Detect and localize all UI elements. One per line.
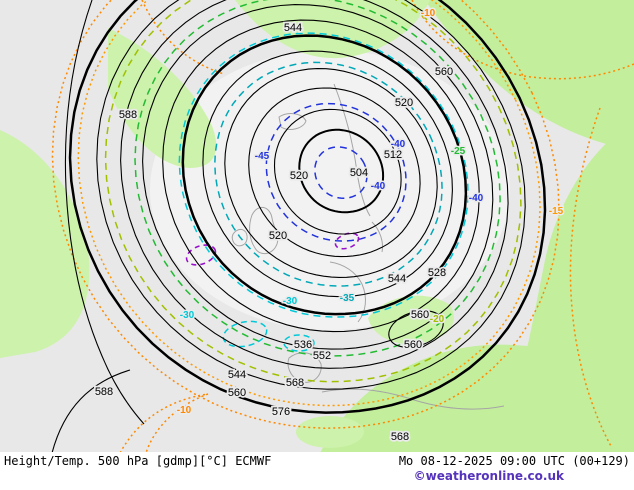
caption-row: Height/Temp. 500 hPa [gdmp][°C] ECMWF Mo… [0,452,634,468]
height-contour-576 [96,0,526,390]
credit-row: ©weatheronline.co.uk [0,468,634,483]
land-top-left [108,28,217,168]
land-top-center [235,0,430,59]
height-value-label: 520 [395,97,413,109]
height-contour-528 [224,68,438,278]
height-value-label: 568 [391,431,409,443]
height-value-label: 568 [286,377,304,389]
height-contour-560 [142,4,494,350]
temp-contour--30 [178,32,469,318]
contour-560-closed [388,310,444,348]
geopotential-contour-extras [51,0,444,453]
height-value-label: 560 [411,309,429,321]
temp-contour--25 [134,0,501,357]
height-value-label: 536 [294,339,312,351]
height-contour-584 [68,0,547,414]
cold-pocket-contour [185,244,217,266]
coast-norway [333,83,371,217]
coast-mediterranean [321,388,505,410]
height-value-label: 560 [228,387,246,399]
orange-temp-arc [411,0,634,80]
height-value-label: 588 [95,386,113,398]
contour-labels: 5445605205885125045205205285445605605365… [93,7,565,445]
land-areas [0,0,634,453]
coast-baltic [371,221,383,253]
temperature-value-label: -10 [177,405,192,416]
geopotential-contours [68,0,547,414]
height-contour-544 [181,34,468,316]
height-value-label: 528 [428,267,446,279]
coast-iceland [278,113,307,130]
temperature-value-label: -30 [180,310,195,321]
temperature-value-label: -20 [430,314,445,325]
height-contour-520 [248,87,421,258]
height-value-label: 520 [269,230,287,242]
orange-temp-arc [119,393,209,453]
product-label: Height/Temp. 500 hPa [gdmp][°C] ECMWF [4,454,272,468]
temperature-value-label: -40 [371,181,386,192]
sea-highlight [150,50,510,330]
temperature-value-label: -40 [469,193,484,204]
height-contour-512 [273,108,402,235]
caption-bar: Height/Temp. 500 hPa [gdmp][°C] ECMWF Mo… [0,452,634,490]
temperature-value-label: -10 [421,8,436,19]
coast-britain [249,207,279,255]
land-top-right [425,0,634,150]
height-value-label: 552 [313,350,331,362]
height-value-label: 544 [284,22,302,34]
height-value-label: 520 [290,170,308,182]
height-value-label: 576 [272,406,290,418]
orange-temp-arc [141,0,225,75]
height-value-label: 588 [119,109,137,121]
temperature-value-label: -45 [255,151,270,162]
temperature-value-label: -40 [391,139,406,150]
temperature-contours [51,0,560,429]
height-contour-504 [298,128,385,214]
height-value-label: 512 [384,149,402,161]
height-value-label: 560 [435,66,453,78]
contour-588-arc [51,369,131,453]
temperature-value-label: -15 [549,206,564,217]
coast-iberia [287,352,322,383]
temp-contour--45 [314,146,368,199]
temperature-value-label: -35 [340,293,355,304]
height-value-label: 504 [350,167,368,179]
height-contour-536 [202,50,453,298]
height-value-label: 560 [404,339,422,351]
coastlines [231,83,505,410]
height-contour-568 [120,0,509,369]
land-bottom-right [320,344,634,453]
temperature-value-label: -30 [283,296,298,307]
contour-588-arc [64,0,145,425]
temp-contour--40 [265,102,407,242]
temperature-value-label: -25 [451,146,466,157]
land-left-band [0,130,90,358]
height-value-label: 544 [388,273,406,285]
coast-ireland [231,228,248,247]
land-bottom-center [296,416,364,448]
cyan-closed-contour [283,334,315,352]
height-contour-552 [162,19,480,333]
temp-contour--35 [214,61,443,287]
timestamp-label: Mo 08-12-2025 09:00 UTC (00+129) [398,454,630,468]
credit-link[interactable]: ©weatheronline.co.uk [413,469,564,483]
weather-map: 5445605205885125045205205285445605605365… [0,0,634,453]
height-value-label: 544 [228,369,246,381]
temp-contour--10 [51,0,560,429]
